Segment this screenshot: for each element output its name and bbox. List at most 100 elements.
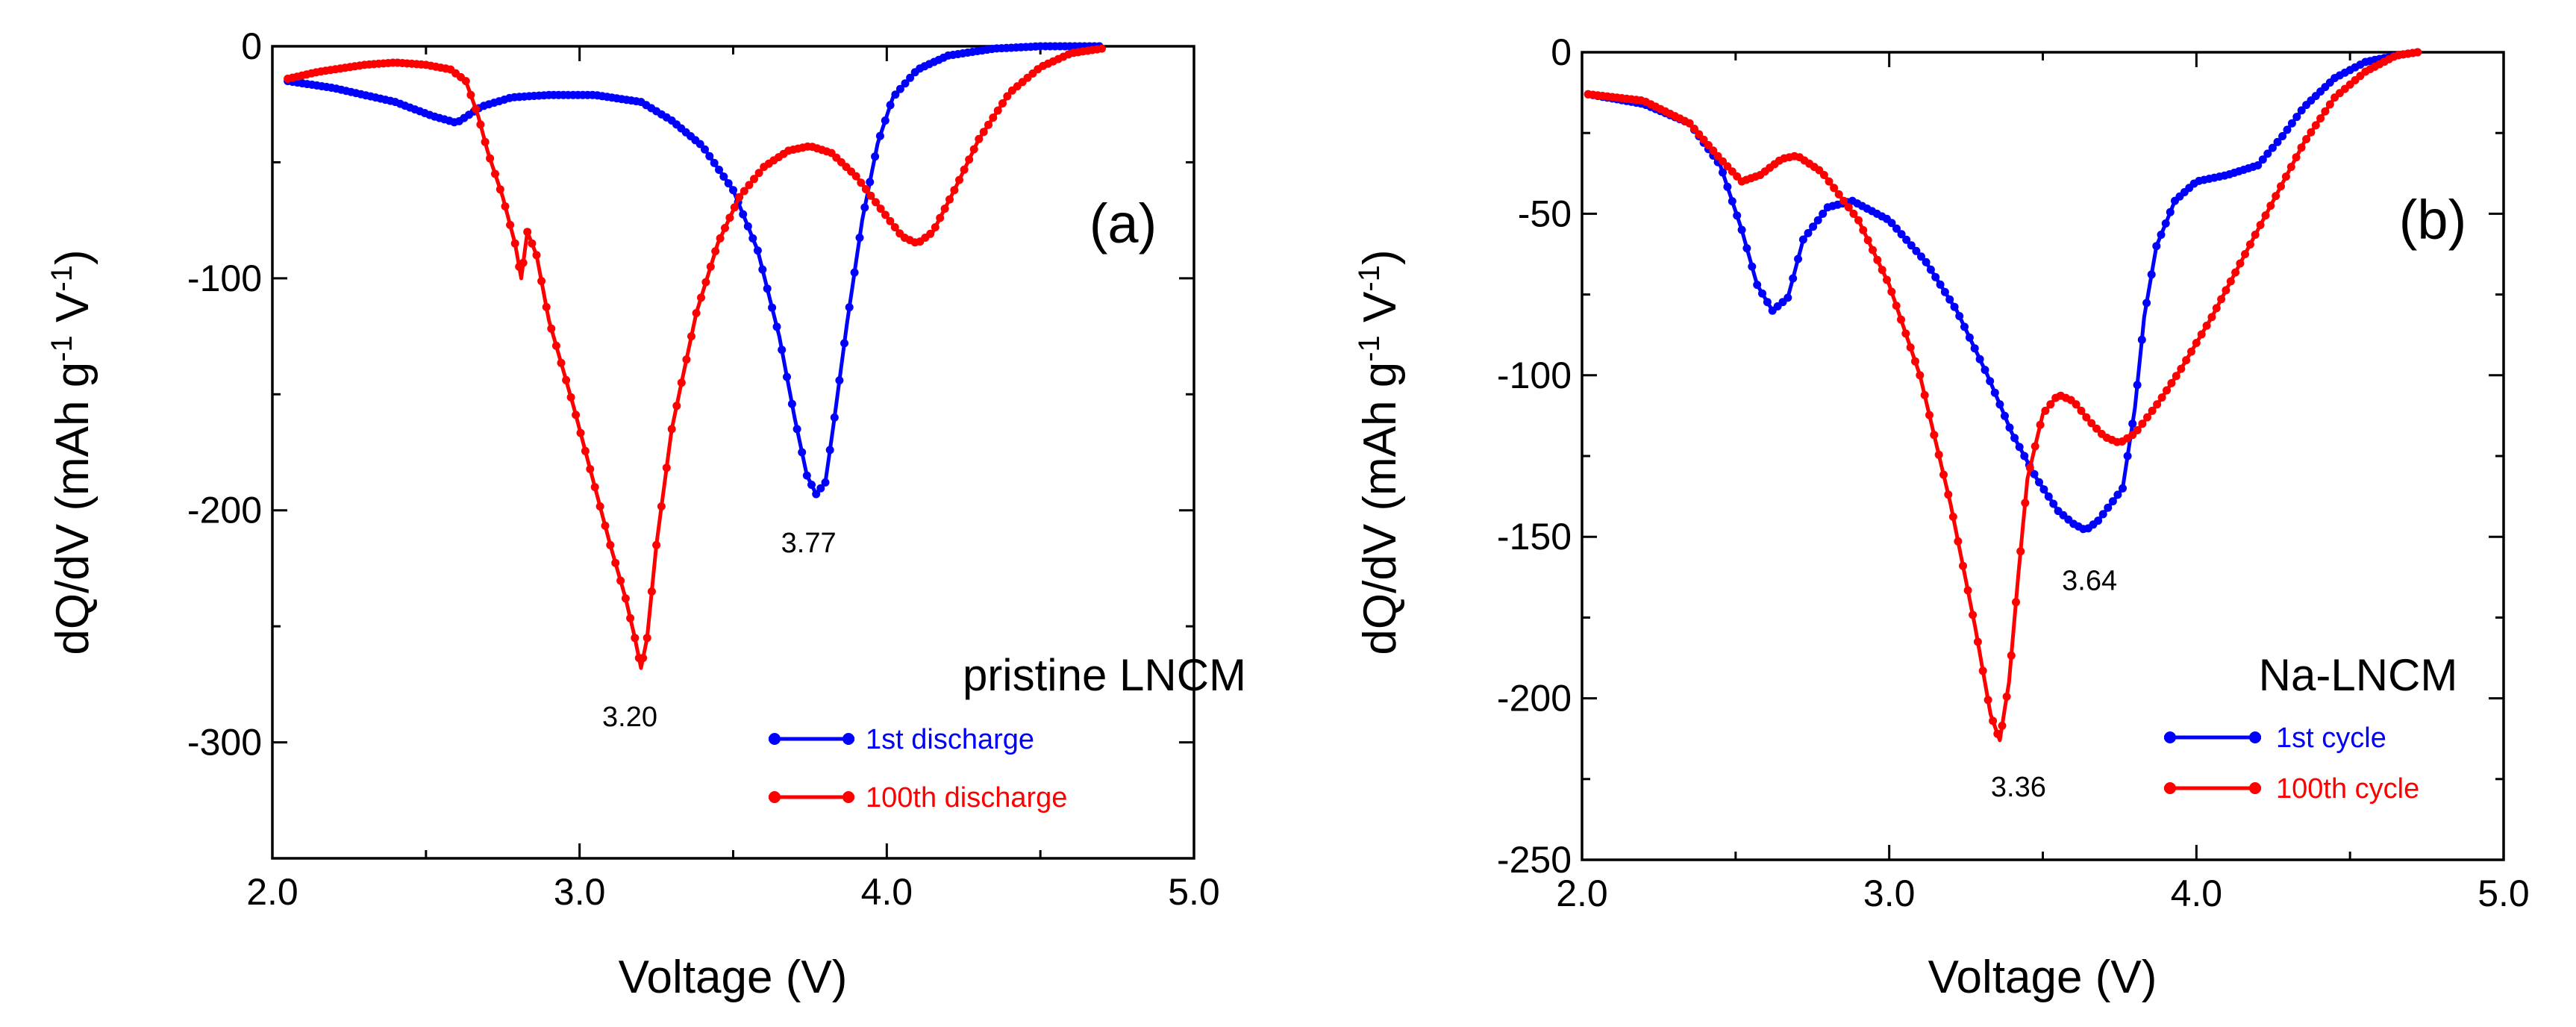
panel-b-series-2-point bbox=[2041, 406, 2050, 415]
panel-a-series-2-point bbox=[735, 193, 744, 202]
panel-a-series-2-point bbox=[890, 223, 899, 231]
panel-a-series-2-point bbox=[472, 104, 480, 113]
panel-b-series-2-point bbox=[2087, 419, 2096, 428]
panel-a-series-2-point bbox=[881, 210, 890, 219]
panel-b-series-1-point bbox=[1965, 333, 1974, 342]
panel-b-series-2-point bbox=[2163, 386, 2171, 395]
panel-a-series-1-point bbox=[891, 90, 900, 99]
panel-a-series-2-point bbox=[611, 558, 620, 567]
panel-b-series-1-point bbox=[2161, 219, 2170, 228]
panel-a-series-2-point bbox=[945, 195, 954, 204]
panel-b-series-2-point bbox=[1869, 246, 1877, 255]
panel-a-series-2-point bbox=[662, 463, 671, 472]
panel-b-series-2-point bbox=[1963, 586, 1972, 595]
panel-a-series-2-point bbox=[965, 155, 974, 164]
panel-a-series-2-point bbox=[566, 393, 575, 402]
panel-a-series-2-point bbox=[590, 483, 599, 492]
panel-a-series-2-point bbox=[647, 587, 656, 596]
panel-b-series-2-point bbox=[1925, 411, 1933, 419]
panel-b-series-2-point bbox=[2266, 202, 2275, 210]
panel-b-series-2-point bbox=[1863, 236, 1872, 245]
panel-b-series-1-point bbox=[1960, 322, 1969, 331]
panel-b-series-2-point bbox=[1973, 637, 1982, 646]
panel-a-series-1-point bbox=[787, 399, 796, 408]
panel-b-ytick-label-4: -200 bbox=[1497, 678, 1572, 719]
panel-a-series-2-point bbox=[537, 277, 546, 286]
panel-a-series-2-point bbox=[706, 262, 715, 271]
panel-b-series-1-point bbox=[1950, 302, 1959, 311]
panel-b-series-1-point bbox=[2108, 497, 2117, 506]
panel-b-series-2-point bbox=[1906, 343, 1915, 352]
panel-b-ticks: 2.0 3.0 4.0 5.0 0 -50 -100 -150 -200 -250 bbox=[1497, 31, 2530, 914]
panel-a-series-1-point bbox=[906, 73, 915, 82]
panel-a-series-2-point bbox=[730, 203, 739, 212]
panel-a-series-2-point bbox=[701, 278, 710, 287]
panel-b-series-1-point bbox=[1763, 298, 1772, 307]
panel-a-series-2-point bbox=[872, 198, 880, 207]
panel-b-series-2-point bbox=[1998, 721, 2007, 730]
panel-b-series-1-point bbox=[2297, 106, 2306, 115]
panel-a-series-2-point bbox=[501, 202, 510, 210]
panel-b-series-1-point bbox=[2137, 335, 2146, 344]
panel-b-series-1-point bbox=[2094, 516, 2103, 525]
panel-b-series-1-point bbox=[2157, 231, 2166, 239]
panel-b-legend-marker-2 bbox=[2164, 782, 2176, 794]
panel-a-series-2-point bbox=[955, 175, 963, 184]
panel-b-series-2-point bbox=[1993, 729, 2002, 738]
panel-b-series-1-point bbox=[1742, 244, 1751, 253]
panel-a-series-2-point bbox=[692, 309, 701, 317]
panel-b-series-2-point bbox=[2092, 424, 2101, 433]
panel-b-series-2-point bbox=[2251, 231, 2260, 239]
panel-a-series-2-point bbox=[1003, 92, 1012, 101]
panel-b-series-2-point bbox=[2007, 651, 2016, 660]
panel-b-series-2-point bbox=[2002, 692, 2011, 701]
panel-b-series-1-point bbox=[1995, 400, 2004, 409]
panel-a-series-2-point bbox=[861, 185, 870, 193]
panel-a-series-1-point bbox=[719, 172, 728, 181]
panel-a-ytick-label-2: -200 bbox=[187, 490, 262, 531]
panel-b-series-2-point bbox=[2316, 114, 2325, 123]
panel-a-series-1-point bbox=[729, 186, 737, 195]
panel-a-series-2-point bbox=[476, 120, 485, 129]
panel-a-legend-item-1: 1st discharge bbox=[769, 724, 1034, 755]
panel-b-series-2-point bbox=[1839, 196, 1848, 205]
panel-a-series-2-point bbox=[461, 77, 470, 86]
panel-b-series-2-point bbox=[1873, 255, 1882, 264]
panel-a-series-1-point bbox=[753, 246, 762, 255]
panel-b-series-1-point bbox=[2001, 411, 2009, 420]
panel-b-peak-label-1: 3.64 bbox=[2062, 566, 2117, 597]
panel-a-series-2-point bbox=[528, 239, 537, 248]
panel-b-series-2-point bbox=[2177, 364, 2186, 373]
panel-b-series-1-point bbox=[1975, 355, 1984, 363]
panel-b-series-1-point bbox=[2166, 207, 2175, 216]
panel-a-series-1-point bbox=[743, 222, 752, 231]
panel-a-series-1-point bbox=[758, 265, 767, 274]
panel-a-ylabel: dQ/dV (mAh g-1 V-1) bbox=[46, 249, 99, 655]
panel-a-series-2-point bbox=[643, 634, 651, 643]
panel-b-series-2-point bbox=[2157, 393, 2166, 402]
panel-b-legend-item-1: 1st cycle bbox=[2164, 722, 2386, 754]
panel-b-series-1-point bbox=[1719, 168, 1727, 177]
panel-b-series-2-point bbox=[2046, 400, 2055, 409]
panel-b-legend-label-1: 1st cycle bbox=[2276, 722, 2386, 754]
panel-b-series-1-point bbox=[1737, 225, 1746, 234]
panel-b-series-1-point bbox=[1907, 241, 1916, 250]
panel-a-legend-title: pristine LNCM bbox=[963, 650, 1246, 700]
panel-a-series-2-point bbox=[576, 428, 585, 437]
panel-b-series-1-point bbox=[2292, 113, 2301, 122]
panel-b-series-2-point bbox=[1989, 717, 1998, 725]
panel-b-legend-label-2: 100th cycle bbox=[2276, 773, 2419, 805]
panel-b-legend-item-2: 100th cycle bbox=[2164, 773, 2419, 805]
panel-b-series-2-point bbox=[2021, 499, 2030, 508]
panel-b-series-1-point bbox=[2152, 242, 2161, 251]
panel-b-xtick-label-2: 4.0 bbox=[2171, 873, 2223, 914]
panel-a-series-2-point bbox=[851, 172, 860, 181]
panel-a-series-2-point bbox=[950, 186, 959, 195]
panel-b-series-2-point bbox=[1859, 225, 1868, 234]
panel-b-series-1-point bbox=[1902, 235, 1911, 244]
panel-b-series-1-point bbox=[1892, 224, 1901, 233]
panel-a-series-1-point bbox=[840, 339, 848, 348]
panel-b-series-2-point bbox=[2012, 598, 2020, 607]
panel-b-series-1-point bbox=[1936, 280, 1945, 289]
panel-a-series-2-point bbox=[936, 213, 945, 222]
